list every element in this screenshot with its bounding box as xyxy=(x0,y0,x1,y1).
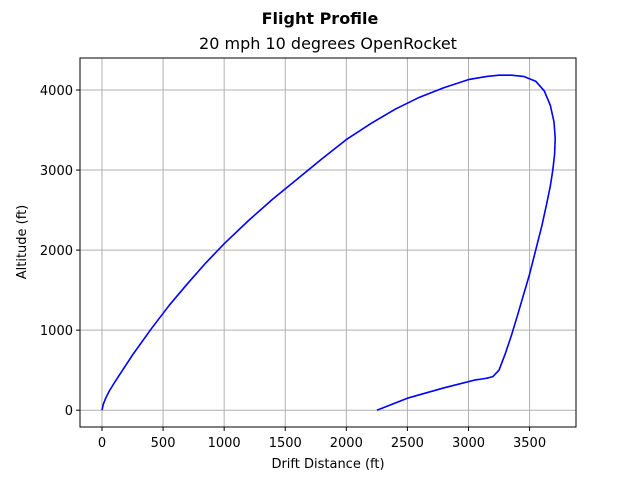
x-tick-label: 2500 xyxy=(391,436,424,451)
x-tick-label: 3500 xyxy=(513,436,546,451)
y-tick-label: 2000 xyxy=(40,244,73,259)
x-tick-label: 500 xyxy=(151,436,176,451)
plot-frame xyxy=(79,57,577,428)
grid xyxy=(80,58,576,427)
x-tick-label: 0 xyxy=(98,436,106,451)
x-tick-label: 2000 xyxy=(330,436,363,451)
y-tick-label: 3000 xyxy=(40,164,73,179)
x-tick-label: 3000 xyxy=(452,436,485,451)
flight-path-line xyxy=(101,74,557,411)
y-tick-label: 4000 xyxy=(40,84,73,99)
x-axis-label: Drift Distance (ft) xyxy=(271,457,384,472)
y-axis-label: Altitude (ft) xyxy=(15,205,30,280)
x-tick-label: 1500 xyxy=(269,436,302,451)
series-layer xyxy=(101,74,557,411)
y-tick-label: 1000 xyxy=(40,324,73,339)
ticks: 0 500 1000 1500 2000 2500 3000 3500 0 1000 2000 300… xyxy=(40,84,546,451)
chart-title: 20 mph 10 degrees OpenRocket xyxy=(199,34,457,53)
x-tick-label: 1000 xyxy=(208,436,241,451)
y-tick-label: 0 xyxy=(65,404,73,419)
figure-suptitle: Flight Profile xyxy=(262,9,379,28)
